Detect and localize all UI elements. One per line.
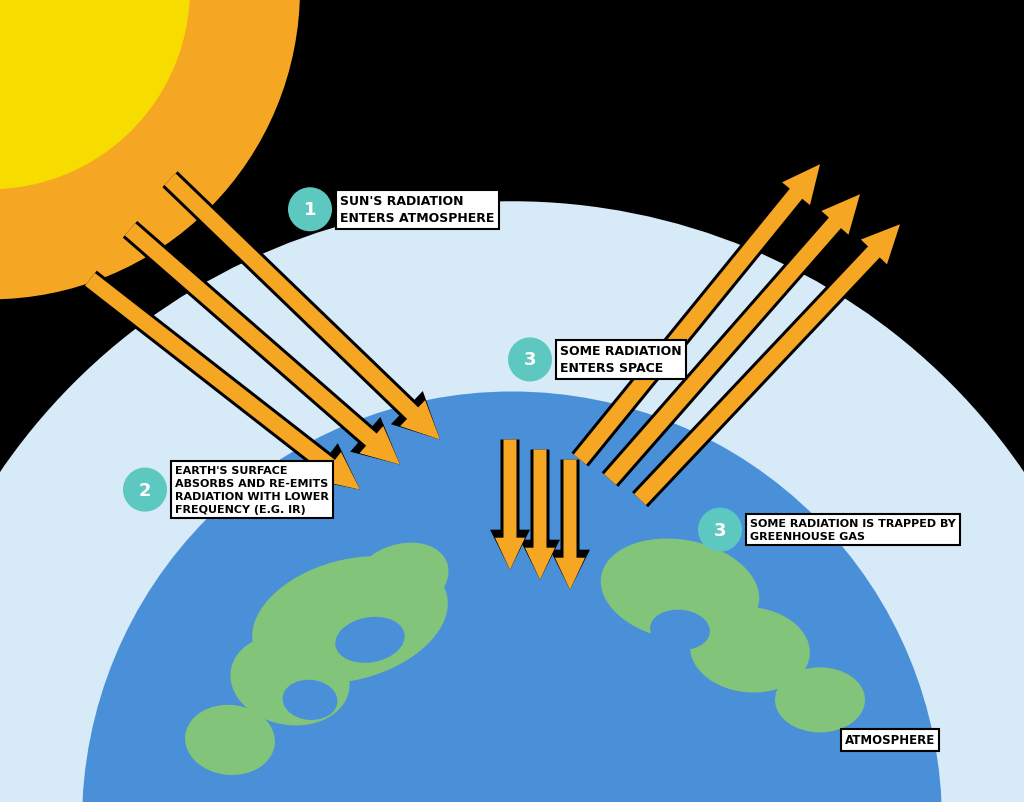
FancyArrow shape	[571, 165, 820, 467]
Circle shape	[288, 188, 332, 232]
Text: SOME RADIATION
ENTERS SPACE: SOME RADIATION ENTERS SPACE	[560, 345, 682, 375]
Text: SUN'S RADIATION
ENTERS ATMOSPHERE: SUN'S RADIATION ENTERS ATMOSPHERE	[340, 195, 495, 225]
Text: 2: 2	[138, 481, 152, 499]
FancyArrow shape	[573, 165, 820, 465]
FancyArrow shape	[634, 225, 900, 505]
Wedge shape	[0, 0, 300, 300]
FancyArrow shape	[604, 195, 860, 485]
FancyArrow shape	[602, 195, 860, 488]
FancyArrow shape	[550, 460, 590, 590]
Wedge shape	[82, 392, 942, 802]
Text: SOME RADIATION IS TRAPPED BY
GREENHOUSE GAS: SOME RADIATION IS TRAPPED BY GREENHOUSE …	[750, 518, 955, 541]
Ellipse shape	[185, 705, 274, 775]
Text: 1: 1	[304, 201, 316, 219]
Ellipse shape	[650, 610, 710, 650]
FancyArrow shape	[632, 225, 900, 508]
FancyArrow shape	[163, 172, 440, 440]
Ellipse shape	[775, 667, 865, 732]
Ellipse shape	[230, 634, 349, 726]
Text: EARTH'S SURFACE
ABSORBS AND RE-EMITS
RADIATION WITH LOWER
FREQUENCY (E.G. IR): EARTH'S SURFACE ABSORBS AND RE-EMITS RAD…	[175, 465, 329, 515]
Circle shape	[0, 0, 190, 190]
FancyArrow shape	[125, 224, 400, 465]
FancyArrow shape	[520, 450, 560, 580]
Ellipse shape	[690, 607, 810, 693]
Wedge shape	[0, 202, 1024, 802]
Circle shape	[508, 338, 552, 382]
FancyArrow shape	[525, 450, 555, 580]
Text: 3: 3	[523, 351, 537, 369]
FancyArrow shape	[83, 271, 360, 490]
FancyArrow shape	[85, 273, 360, 490]
Text: ATMOSPHERE: ATMOSPHERE	[845, 734, 935, 747]
Ellipse shape	[252, 557, 447, 683]
FancyArrow shape	[490, 440, 530, 570]
Circle shape	[123, 468, 167, 512]
FancyArrow shape	[495, 440, 525, 570]
Text: 3: 3	[714, 521, 726, 539]
FancyArrow shape	[165, 174, 440, 440]
Ellipse shape	[283, 680, 338, 720]
Circle shape	[698, 508, 742, 552]
Ellipse shape	[351, 543, 449, 617]
Ellipse shape	[335, 617, 404, 663]
Ellipse shape	[601, 539, 759, 641]
FancyArrow shape	[555, 460, 585, 590]
FancyArrow shape	[123, 221, 400, 465]
